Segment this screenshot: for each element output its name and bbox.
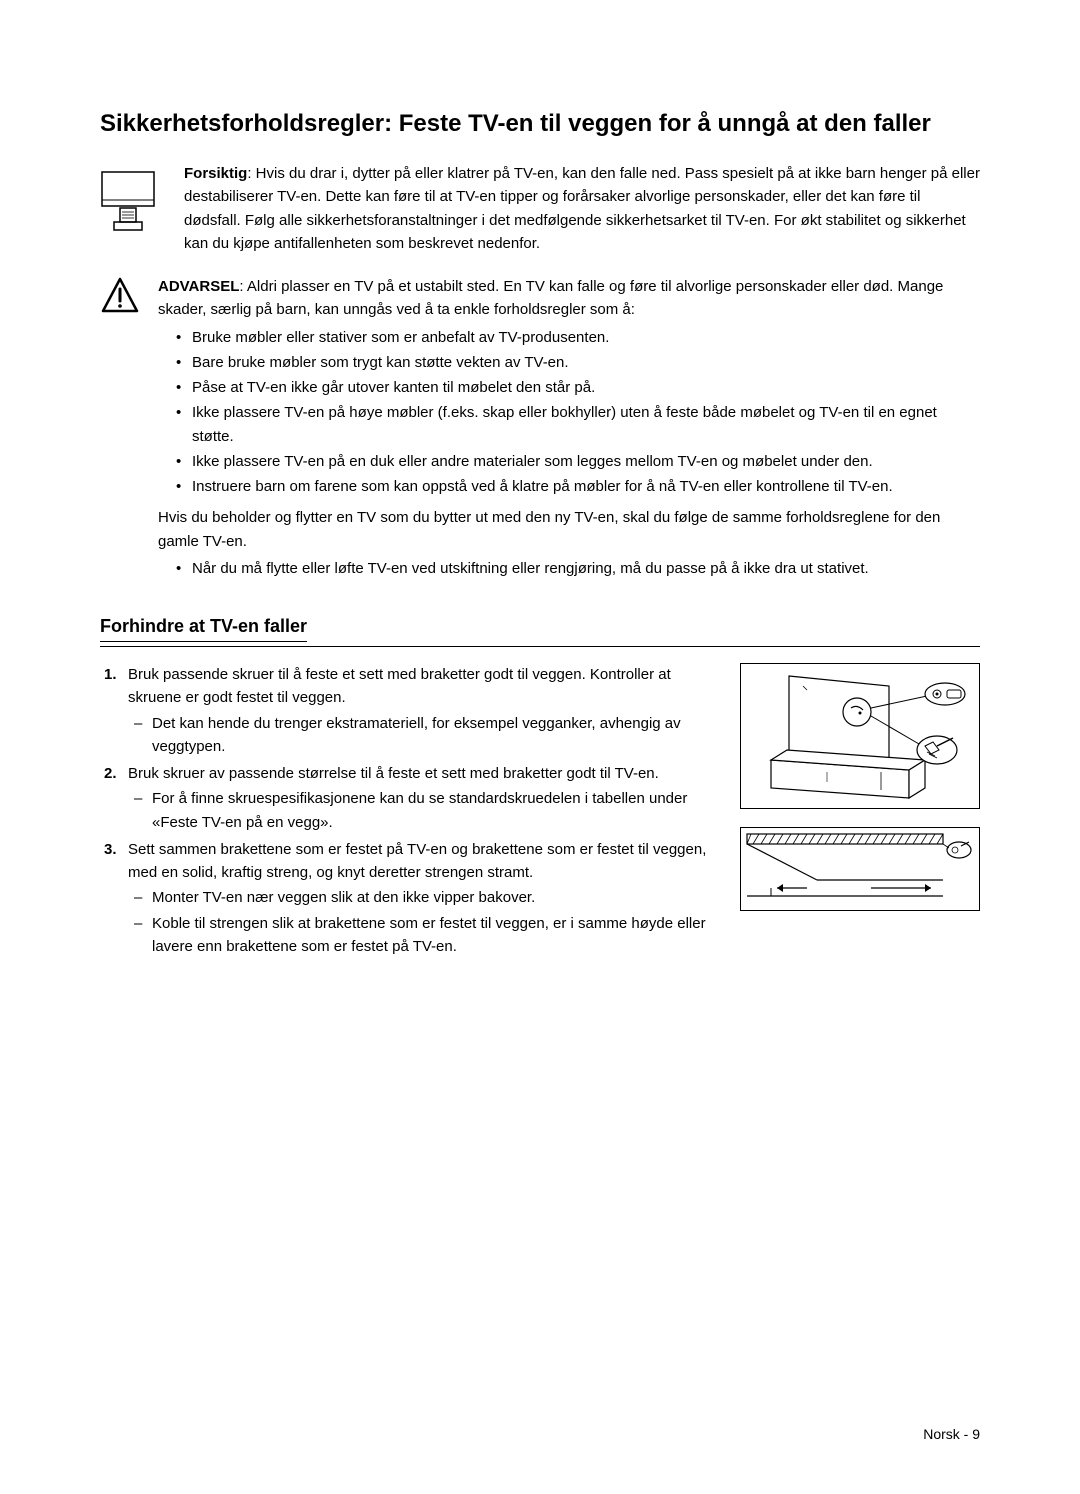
tv-stand-icon bbox=[100, 162, 156, 255]
diagrams-column bbox=[740, 663, 980, 962]
after-bullets-text: Hvis du beholder og flytter en TV som du… bbox=[100, 506, 980, 553]
forsiktig-body: : Hvis du drar i, dytter på eller klatre… bbox=[184, 165, 980, 252]
forsiktig-section: Forsiktig: Hvis du drar i, dytter på ell… bbox=[100, 162, 980, 255]
advarsel-section: ADVARSEL: Aldri plasser en TV på et usta… bbox=[100, 275, 980, 322]
forsiktig-label: Forsiktig bbox=[184, 165, 247, 182]
page-footer: Norsk - 9 bbox=[923, 1426, 980, 1442]
bullet-item: Bruke møbler eller stativer som er anbef… bbox=[176, 326, 980, 349]
numbered-list: Bruk passende skruer til å feste et sett… bbox=[100, 663, 710, 958]
step-item: Bruk passende skruer til å feste et sett… bbox=[100, 663, 710, 758]
warning-icon bbox=[100, 275, 140, 322]
step-sub-list: Det kan hende du trenger ekstramateriell… bbox=[128, 712, 710, 759]
bullet-item: Når du må flytte eller løfte TV-en ved u… bbox=[176, 557, 980, 580]
steps-column: Bruk passende skruer til å feste et sett… bbox=[100, 663, 710, 962]
step-text: Sett sammen brakettene som er festet på … bbox=[128, 841, 706, 881]
step-item: Sett sammen brakettene som er festet på … bbox=[100, 838, 710, 958]
step-sub-item: For å finne skruespesifikasjonene kan du… bbox=[128, 787, 710, 834]
diagram-wall-string bbox=[740, 827, 980, 911]
step-sub-list: Monter TV-en nær veggen slik at den ikke… bbox=[128, 886, 710, 958]
advarsel-text: ADVARSEL: Aldri plasser en TV på et usta… bbox=[158, 275, 980, 322]
step-item: Bruk skruer av passende størrelse til å … bbox=[100, 762, 710, 834]
bullet-item: Ikke plassere TV-en på en duk eller andr… bbox=[176, 450, 980, 473]
bullet-item: Ikke plassere TV-en på høye møbler (f.ek… bbox=[176, 401, 980, 448]
bullet-item: Instruere barn om farene som kan oppstå … bbox=[176, 475, 980, 498]
forsiktig-text: Forsiktig: Hvis du drar i, dytter på ell… bbox=[184, 162, 980, 255]
bullet-item: Påse at TV-en ikke går utover kanten til… bbox=[176, 376, 980, 399]
advarsel-body: : Aldri plasser en TV på et ustabilt ste… bbox=[158, 278, 943, 318]
subheading: Forhindre at TV-en faller bbox=[100, 616, 307, 642]
diagram-tv-wall-bracket bbox=[740, 663, 980, 809]
bullet-list-2: Når du må flytte eller løfte TV-en ved u… bbox=[100, 557, 980, 580]
step-sub-item: Det kan hende du trenger ekstramateriell… bbox=[128, 712, 710, 759]
bullet-list: Bruke møbler eller stativer som er anbef… bbox=[100, 326, 980, 499]
forhindre-content: Bruk passende skruer til å feste et sett… bbox=[100, 663, 980, 962]
step-sub-list: For å finne skruespesifikasjonene kan du… bbox=[128, 787, 710, 834]
step-sub-item: Monter TV-en nær veggen slik at den ikke… bbox=[128, 886, 710, 909]
step-text: Bruk skruer av passende størrelse til å … bbox=[128, 765, 659, 782]
step-sub-item: Koble til strengen slik at brakettene so… bbox=[128, 912, 710, 959]
page-title: Sikkerhetsforholdsregler: Feste TV-en ti… bbox=[100, 110, 980, 138]
advarsel-label: ADVARSEL bbox=[158, 278, 239, 295]
step-text: Bruk passende skruer til å feste et sett… bbox=[128, 666, 671, 706]
bullet-item: Bare bruke møbler som trygt kan støtte v… bbox=[176, 351, 980, 374]
